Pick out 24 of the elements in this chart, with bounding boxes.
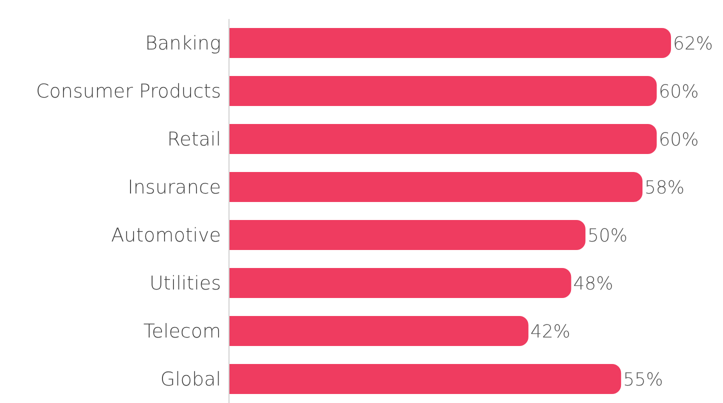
bar	[229, 268, 572, 298]
data-label: 60%	[658, 81, 699, 102]
data-label: 48%	[573, 273, 614, 294]
data-label: 58%	[644, 177, 684, 198]
y-tick-label: Automotive	[111, 224, 221, 247]
bar	[229, 172, 642, 202]
bar	[229, 28, 671, 58]
bar	[229, 220, 586, 250]
bar	[229, 124, 657, 154]
y-tick-label: Insurance	[128, 176, 221, 199]
data-label: 60%	[658, 129, 699, 150]
y-tick-label: Consumer Products	[36, 80, 221, 103]
data-label: 62%	[673, 33, 714, 54]
y-tick-label: Retail	[167, 128, 221, 151]
y-tick-label: Utilities	[149, 272, 221, 295]
bar	[229, 316, 528, 346]
y-tick-label: Global	[160, 368, 221, 391]
y-tick-label: Telecom	[143, 320, 221, 343]
data-label: 55%	[623, 369, 664, 390]
bar	[229, 364, 622, 394]
bar	[229, 76, 657, 106]
data-label: 50%	[587, 225, 628, 246]
data-label: 42%	[530, 321, 570, 342]
y-tick-label: Banking	[145, 32, 221, 55]
